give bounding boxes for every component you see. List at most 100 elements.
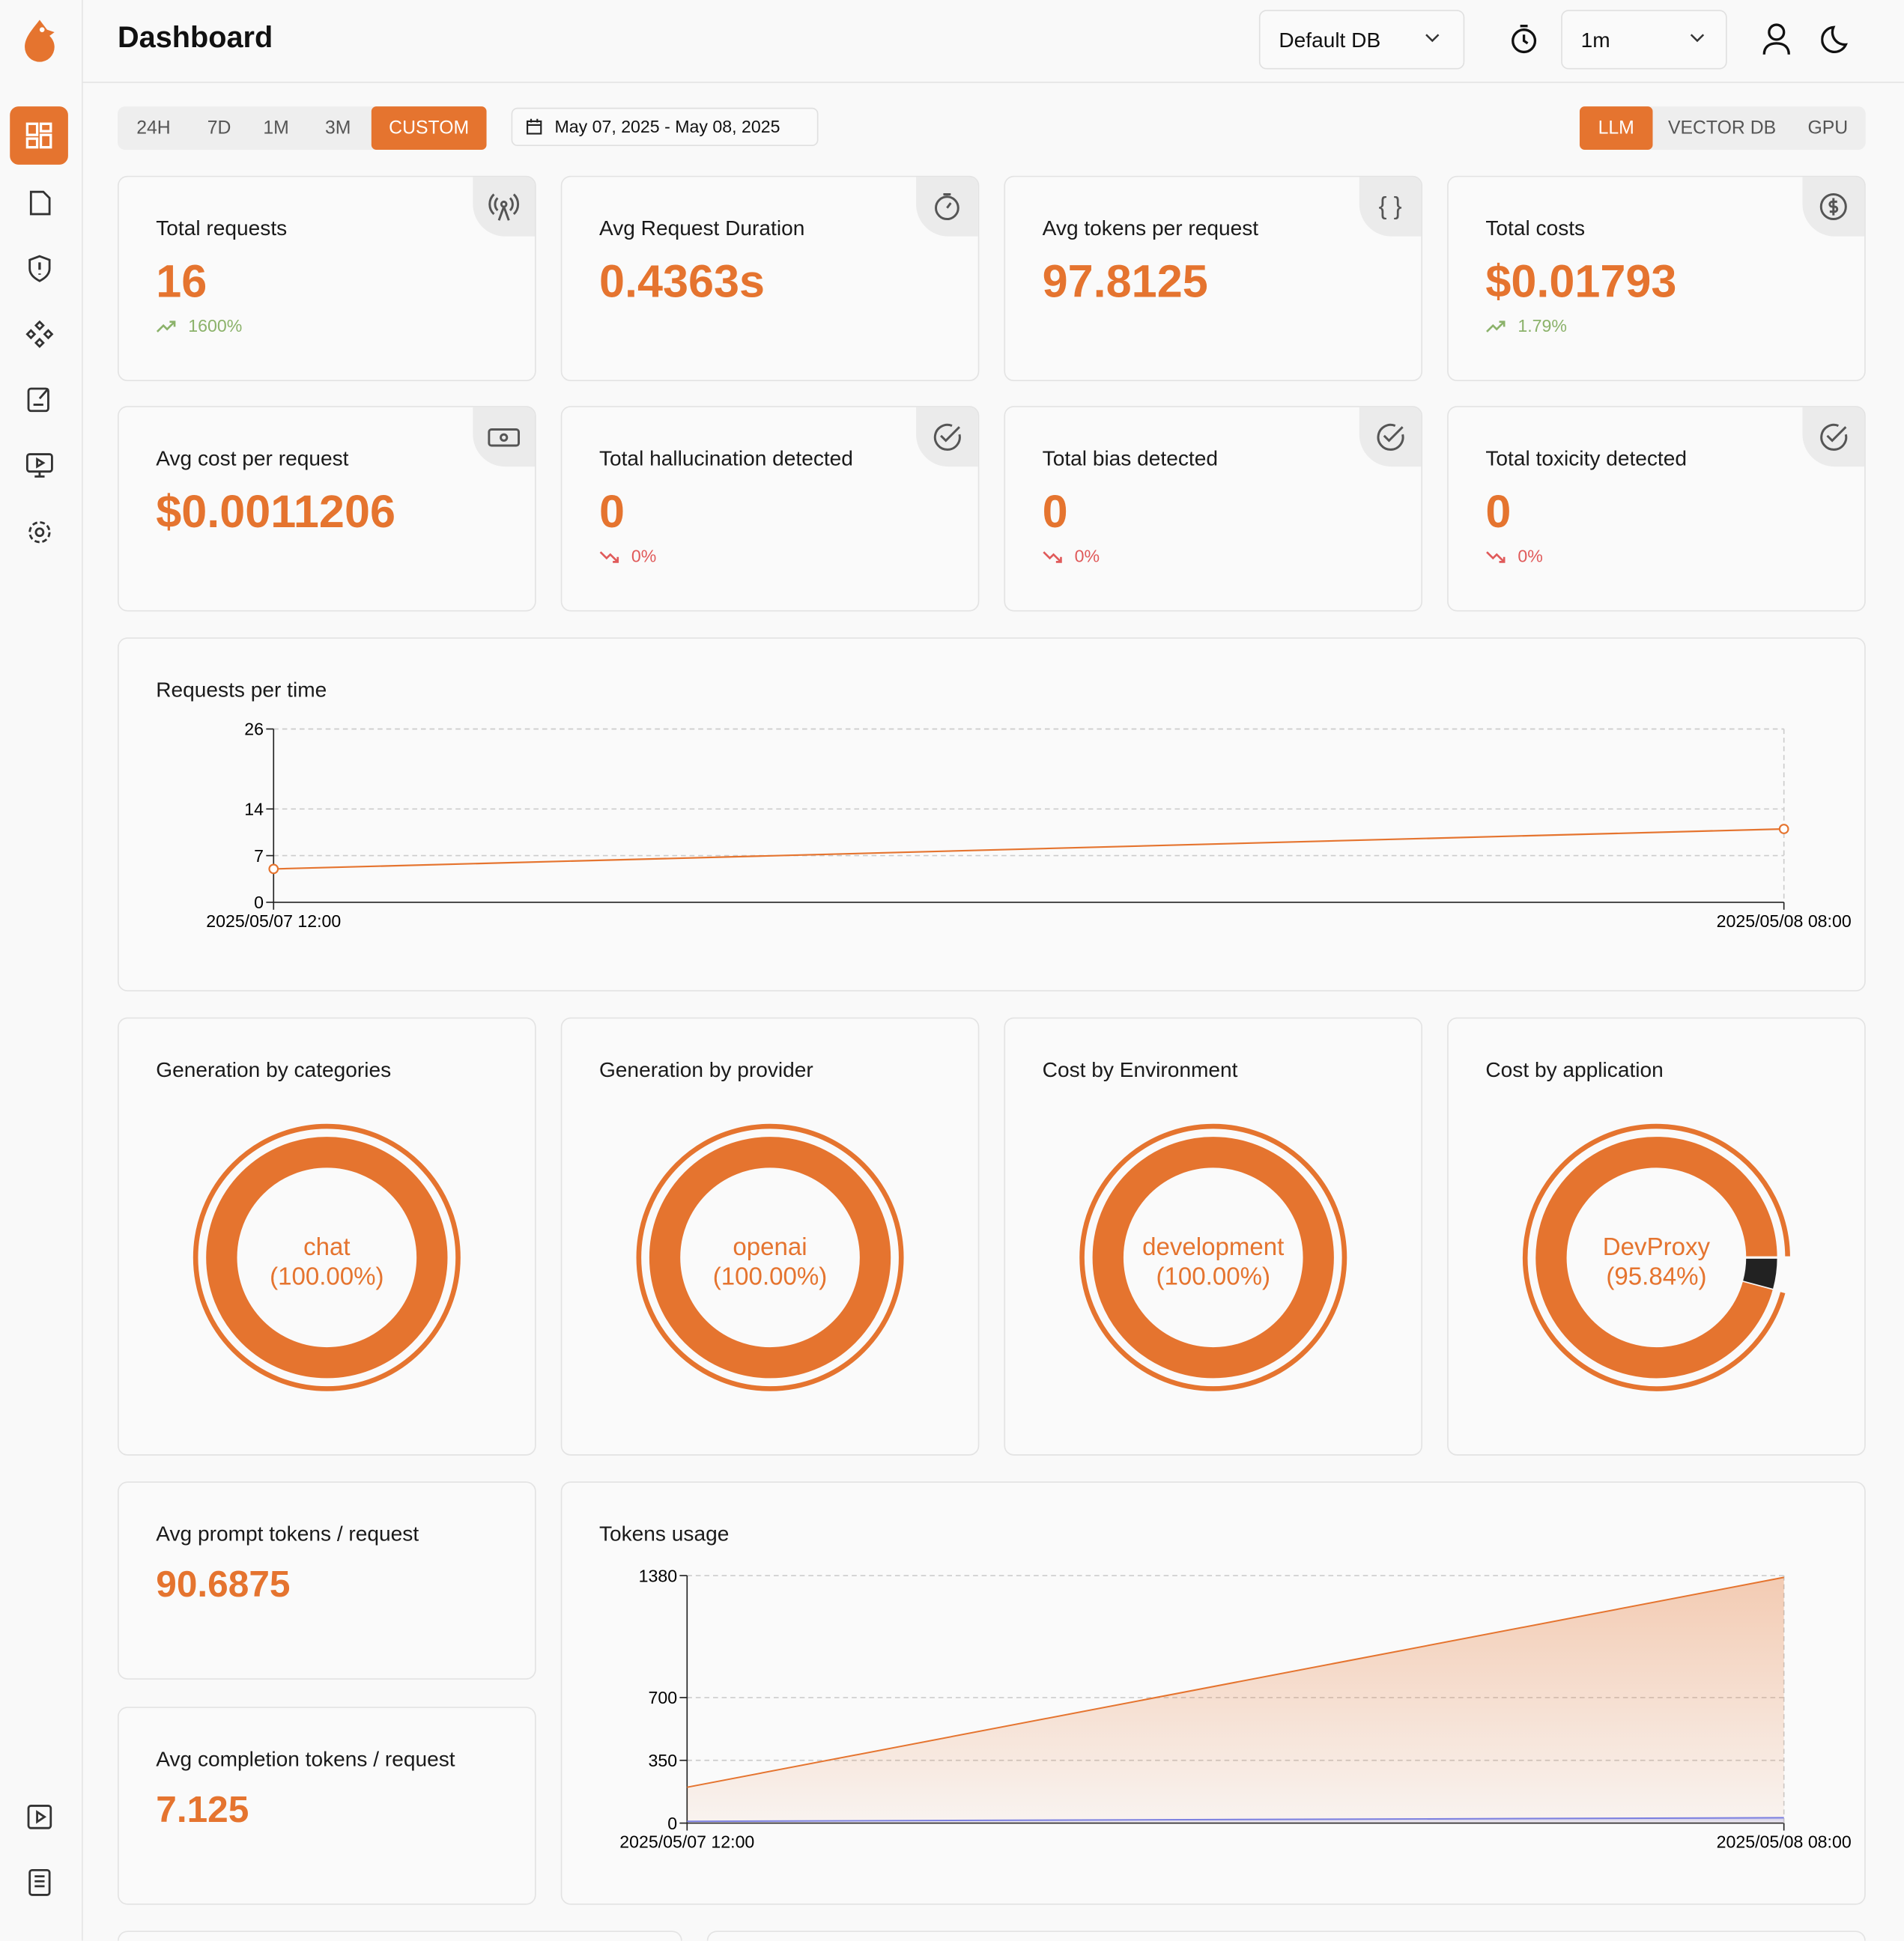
icon xyxy=(1819,193,1847,221)
donut-outer-ring xyxy=(636,1123,904,1391)
theme-toggle[interactable] xyxy=(1821,22,1853,57)
series-line xyxy=(273,827,1784,870)
icon xyxy=(488,193,520,221)
interval-value: 1m xyxy=(1580,28,1610,52)
x-tick-label: 2025/05/08 08:00 xyxy=(1717,911,1852,931)
change-value: 0% xyxy=(1074,545,1100,566)
y-tick-label: 26 xyxy=(244,720,264,739)
stat-value: 0 xyxy=(1485,486,1512,538)
y-tick-label: 0 xyxy=(254,893,264,912)
donut-label: openai xyxy=(733,1233,807,1261)
trend-icon xyxy=(1486,321,1506,333)
stat-card: Total toxicity detected 0 0% xyxy=(1447,406,1866,612)
stat-label: Total hallucination detected xyxy=(598,446,853,471)
nav-traces[interactable] xyxy=(25,188,55,218)
change-value: 1.79% xyxy=(1518,315,1567,335)
interval-select[interactable]: 1m xyxy=(1561,10,1727,70)
chart-card: Generation by categories xyxy=(118,1017,536,1456)
chart-card: Generation by provider xyxy=(560,1017,980,1456)
stat-value: 16 xyxy=(156,256,207,307)
mode-tab[interactable]: VECTOR DB xyxy=(1667,118,1777,139)
donut-percent: (100.00%) xyxy=(270,1263,383,1291)
logo xyxy=(25,19,55,62)
nav-components[interactable] xyxy=(25,319,55,349)
mode-tab[interactable]: LLM xyxy=(1579,106,1653,150)
nav-playground[interactable] xyxy=(25,451,55,481)
sidebar xyxy=(0,0,83,1941)
stat-icon xyxy=(473,407,536,467)
stat-icon xyxy=(916,407,978,467)
trend-icon xyxy=(1043,551,1062,564)
user-icon[interactable] xyxy=(1760,22,1792,57)
series-line xyxy=(687,1817,1784,1823)
x-tick-label: 2025/05/08 08:00 xyxy=(1717,1832,1852,1852)
donut-outer-ring xyxy=(1522,1123,1790,1391)
icon xyxy=(933,423,961,451)
y-tick-label: 7 xyxy=(254,846,264,866)
stat-value: 0.4363s xyxy=(598,256,765,307)
stat-label: Total toxicity detected xyxy=(1485,446,1687,471)
stat-value: 0 xyxy=(598,486,625,538)
icon xyxy=(1820,423,1848,451)
range-tab[interactable]: CUSTOM xyxy=(371,106,487,150)
stat-icon xyxy=(1802,407,1865,467)
stat-change: 0% xyxy=(1043,546,1100,565)
stat-change: 1600% xyxy=(156,315,242,335)
stat-label: Total costs xyxy=(1485,216,1586,240)
stat-icon: { } xyxy=(1359,177,1422,237)
range-tab[interactable]: 7D xyxy=(207,118,231,139)
nav-guard[interactable] xyxy=(25,254,55,284)
donut-segment xyxy=(206,1137,448,1379)
donut-outer-ring xyxy=(192,1123,461,1391)
series-area xyxy=(687,1577,1784,1823)
icon xyxy=(935,193,959,221)
icon xyxy=(488,428,521,447)
stat-card: Total costs $0.01793 1.79% xyxy=(1447,175,1866,382)
nav-dashboard[interactable] xyxy=(10,106,68,165)
chart-card: Requests per time xyxy=(118,637,1866,991)
trend-icon xyxy=(156,321,176,333)
mode-tab[interactable]: GPU xyxy=(1807,118,1849,139)
donut-segment xyxy=(649,1137,891,1379)
chart-title: Generation by categories xyxy=(156,1058,392,1082)
database-select[interactable]: Default DB xyxy=(1258,10,1465,70)
refresh-icon[interactable] xyxy=(1506,22,1541,57)
stat-label: Avg completion tokens / request xyxy=(156,1747,455,1772)
stat-change: 0% xyxy=(1485,546,1543,565)
y-tick-label: 14 xyxy=(244,800,264,819)
donut-label: development xyxy=(1142,1233,1284,1261)
point xyxy=(1778,824,1789,834)
stat-label: Avg prompt tokens / request xyxy=(156,1522,419,1546)
stat-value: 0 xyxy=(1042,486,1068,538)
x-tick-label: 2025/05/07 12:00 xyxy=(619,1832,754,1852)
donut-percent: (100.00%) xyxy=(713,1263,827,1291)
y-tick-label: 1380 xyxy=(639,1566,677,1585)
stat-label: Avg Request Duration xyxy=(598,216,805,240)
stat-card: Total requests 16 1600% xyxy=(118,175,536,382)
stat-value: 97.8125 xyxy=(1042,256,1208,307)
nav-evaluate[interactable] xyxy=(25,385,55,415)
database-value: Default DB xyxy=(1279,28,1381,52)
date-picker[interactable]: May 07, 2025 - May 08, 2025 xyxy=(511,107,819,147)
change-value: 1600% xyxy=(188,315,243,335)
stat-value: 90.6875 xyxy=(156,1564,291,1606)
range-tab[interactable]: 1M xyxy=(263,118,289,139)
stat-card: Avg Request Duration 0.4363s xyxy=(560,175,980,382)
stat-label: Avg cost per request xyxy=(156,446,349,471)
stat-card: { } Avg tokens per request 97.8125 xyxy=(1004,175,1423,382)
stat-label: Total bias detected xyxy=(1042,446,1218,471)
chart-title: Generation by provider xyxy=(598,1058,813,1082)
y-tick-label: 350 xyxy=(648,1751,677,1770)
nav-docs[interactable] xyxy=(25,1868,55,1898)
donut-segment xyxy=(1535,1137,1777,1379)
nav-video[interactable] xyxy=(25,1802,55,1832)
mode-tabs: LLM VECTOR DB GPU xyxy=(1579,106,1866,150)
donut-segment xyxy=(1092,1137,1334,1379)
range-tab[interactable]: 3M xyxy=(324,118,351,139)
stat-value: 7.125 xyxy=(156,1789,249,1831)
svg-text:{ }: { } xyxy=(1378,192,1401,220)
range-tab[interactable]: 24H xyxy=(136,118,171,139)
stat-label: Avg tokens per request xyxy=(1042,216,1259,240)
nav-settings[interactable] xyxy=(25,517,55,547)
